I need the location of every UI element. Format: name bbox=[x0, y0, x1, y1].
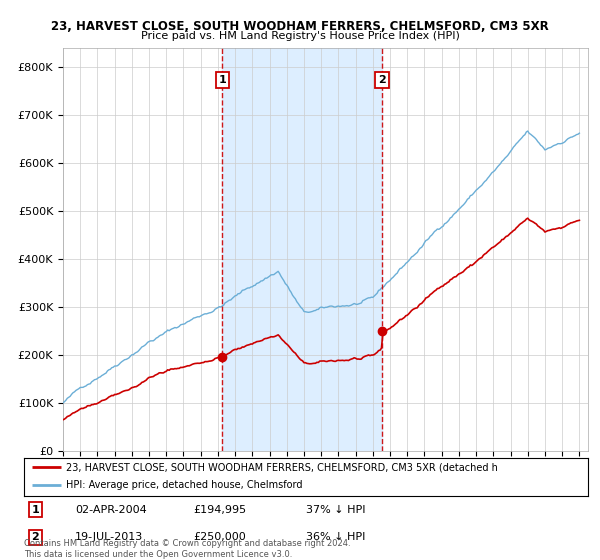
Text: HPI: Average price, detached house, Chelmsford: HPI: Average price, detached house, Chel… bbox=[66, 480, 303, 490]
Text: £194,995: £194,995 bbox=[193, 505, 247, 515]
Text: 2: 2 bbox=[31, 532, 39, 542]
Text: £250,000: £250,000 bbox=[193, 532, 246, 542]
Text: 2: 2 bbox=[378, 75, 386, 85]
Text: 23, HARVEST CLOSE, SOUTH WOODHAM FERRERS, CHELMSFORD, CM3 5XR: 23, HARVEST CLOSE, SOUTH WOODHAM FERRERS… bbox=[51, 20, 549, 32]
Text: 19-JUL-2013: 19-JUL-2013 bbox=[75, 532, 143, 542]
Text: 37% ↓ HPI: 37% ↓ HPI bbox=[306, 505, 365, 515]
Text: 02-APR-2004: 02-APR-2004 bbox=[75, 505, 146, 515]
Text: 23, HARVEST CLOSE, SOUTH WOODHAM FERRERS, CHELMSFORD, CM3 5XR (detached h: 23, HARVEST CLOSE, SOUTH WOODHAM FERRERS… bbox=[66, 462, 498, 472]
Text: Contains HM Land Registry data © Crown copyright and database right 2024.
This d: Contains HM Land Registry data © Crown c… bbox=[24, 539, 350, 559]
Text: 1: 1 bbox=[31, 505, 39, 515]
Text: 1: 1 bbox=[218, 75, 226, 85]
Bar bbox=[222, 48, 382, 451]
Text: Price paid vs. HM Land Registry's House Price Index (HPI): Price paid vs. HM Land Registry's House … bbox=[140, 31, 460, 41]
Text: 36% ↓ HPI: 36% ↓ HPI bbox=[306, 532, 365, 542]
